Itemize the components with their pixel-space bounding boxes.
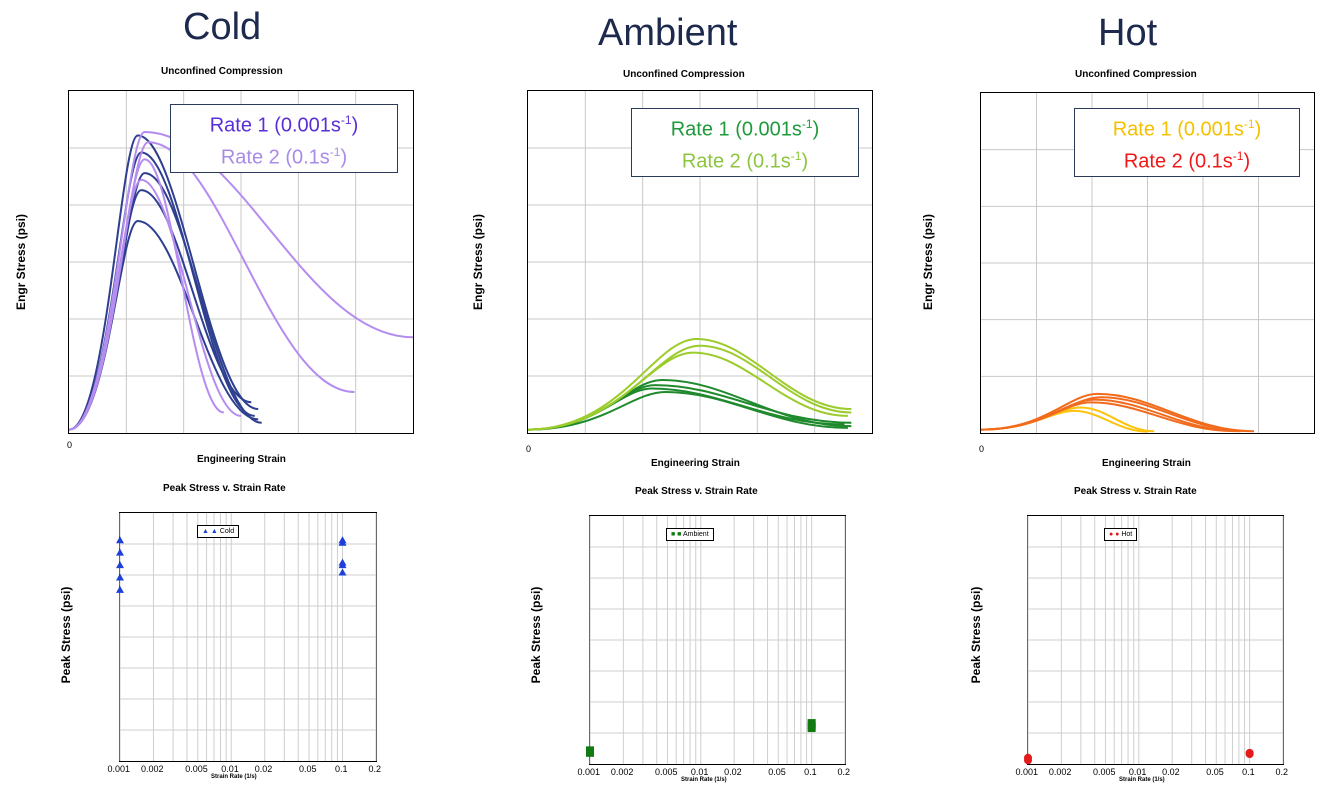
hot-peak-title: Peak Stress v. Strain Rate: [1074, 486, 1197, 497]
x-tick-label: 0.2: [368, 764, 382, 774]
data-point: [116, 548, 124, 556]
curve-line: [68, 141, 355, 431]
curve-line: [68, 219, 259, 431]
hot-x-zero: 0: [979, 444, 985, 454]
cold-peak-plot: [116, 512, 377, 762]
ambient-peak-ylabel: Peak Stress (psi): [529, 586, 543, 684]
data-point: [586, 748, 594, 757]
ambient-peak-legend: ■ ■ Ambient: [666, 528, 714, 541]
ambient-peak-plot: [586, 515, 846, 765]
hot-peak-svg: [1024, 516, 1284, 765]
x-tick-label: 0.05: [768, 767, 786, 777]
x-tick-label: 0.01: [1128, 767, 1147, 777]
x-tick-label: 0.1: [804, 767, 817, 777]
cold-curve-svg: [68, 91, 414, 433]
x-tick-label: 0.005: [1092, 767, 1116, 777]
x-tick-label: 0.1: [335, 764, 348, 774]
x-tick-label: 0.02: [254, 764, 273, 774]
data-point: [1024, 756, 1032, 765]
data-point: [116, 585, 124, 593]
ambient-curve-title: Unconfined Compression: [623, 69, 745, 80]
data-point: [807, 724, 816, 733]
cold-peak-title: Peak Stress v. Strain Rate: [163, 483, 286, 494]
cold-peak-legend: ▲ ▲ Cold: [197, 525, 240, 538]
data-point: [338, 561, 347, 569]
curve-line: [980, 401, 1235, 432]
ambient-x-zero: 0: [526, 444, 532, 454]
x-tick-label: 0.01: [690, 767, 709, 777]
x-tick-label: 0.2: [1275, 767, 1289, 777]
x-tick-label: 0.1: [1242, 767, 1255, 777]
hot-curve-xlabel: Engineering Strain: [1102, 458, 1191, 469]
x-tick-label: 0.2: [837, 767, 851, 777]
cold-curve-xlabel: Engineering Strain: [197, 454, 286, 465]
data-point: [116, 573, 124, 581]
ambient-legend-rate1: Rate 1 (0.001s-1): [670, 117, 820, 141]
hot-peak-xlabel: Strain Rate (1/s): [1119, 777, 1165, 783]
cold-peak-svg: [116, 513, 377, 761]
grid: [589, 516, 846, 764]
data-point: [1245, 750, 1254, 759]
hot-legend-rate2: Rate 2 (0.1s-1): [1123, 148, 1251, 173]
x-tick-label: 0.001: [107, 764, 131, 774]
cold-peak-xlabel: Strain Rate (1/s): [211, 774, 257, 780]
hot-legend: Rate 1 (0.001s-1) Rate 2 (0.1s-1): [1074, 108, 1300, 178]
x-tick-label: 0.005: [185, 764, 208, 774]
curve-line: [527, 337, 852, 431]
curve-line: [68, 189, 252, 431]
cold-peak-ylabel: Peak Stress (psi): [59, 586, 73, 684]
curve-line: [68, 131, 414, 431]
ambient-heading: Ambient: [598, 12, 738, 54]
ambient-curve-ylabel: Engr Stress (psi): [471, 213, 485, 311]
cold-curve-ylabel: Engr Stress (psi): [14, 213, 28, 311]
cold-curve-title: Unconfined Compression: [161, 66, 283, 77]
curve-line: [68, 134, 259, 431]
curve-line: [527, 390, 848, 431]
ambient-peak-svg: [586, 516, 846, 764]
curve-line: [527, 351, 848, 431]
cold-legend: Rate 1 (0.001s-1) Rate 2 (0.1s-1): [170, 104, 398, 174]
x-tick-label: 0.001: [1015, 767, 1039, 777]
hot-peak-legend: ● ● Hot: [1104, 528, 1138, 541]
hot-peak-plot: [1024, 515, 1284, 765]
cold-legend-rate2: Rate 2 (0.1s-1): [220, 144, 348, 169]
x-tick-label: 0.002: [610, 767, 634, 777]
x-tick-label: 0.01: [221, 764, 239, 774]
x-tick-label: 0.001: [577, 767, 601, 777]
data-point: [338, 538, 347, 546]
ambient-peak-title: Peak Stress v. Strain Rate: [635, 486, 758, 497]
x-tick-label: 0.05: [1206, 767, 1224, 777]
grid: [1027, 516, 1284, 764]
curve-line: [68, 178, 242, 431]
ambient-curve-xlabel: Engineering Strain: [651, 458, 740, 469]
grid: [119, 513, 377, 761]
cold-x-zero: 0: [67, 440, 73, 450]
ambient-legend: Rate 1 (0.001s-1) Rate 2 (0.1s-1): [631, 108, 859, 178]
x-tick-label: 0.002: [1048, 767, 1072, 777]
x-tick-label: 0.02: [724, 767, 742, 777]
data-point: [116, 561, 124, 569]
cold-heading: Cold: [183, 6, 262, 48]
x-tick-label: 0.02: [1162, 767, 1180, 777]
ambient-legend-rate2: Rate 2 (0.1s-1): [681, 148, 809, 173]
hot-legend-rate1: Rate 1 (0.001s-1): [1112, 117, 1262, 141]
data-point: [116, 536, 124, 544]
hot-curve-ylabel: Engr Stress (psi): [921, 213, 935, 311]
x-tick-label: 0.002: [140, 764, 164, 774]
hot-heading: Hot: [1098, 12, 1158, 54]
data-point: [338, 568, 347, 576]
ambient-peak-xlabel: Strain Rate (1/s): [681, 777, 727, 783]
hot-curve-title: Unconfined Compression: [1075, 69, 1197, 80]
x-tick-label: 0.05: [299, 764, 317, 774]
x-tick-label: 0.005: [654, 767, 678, 777]
cold-legend-rate1: Rate 1 (0.001s-1): [209, 113, 359, 137]
hot-peak-ylabel: Peak Stress (psi): [969, 586, 983, 684]
hot-curve-svg: [980, 93, 1314, 433]
